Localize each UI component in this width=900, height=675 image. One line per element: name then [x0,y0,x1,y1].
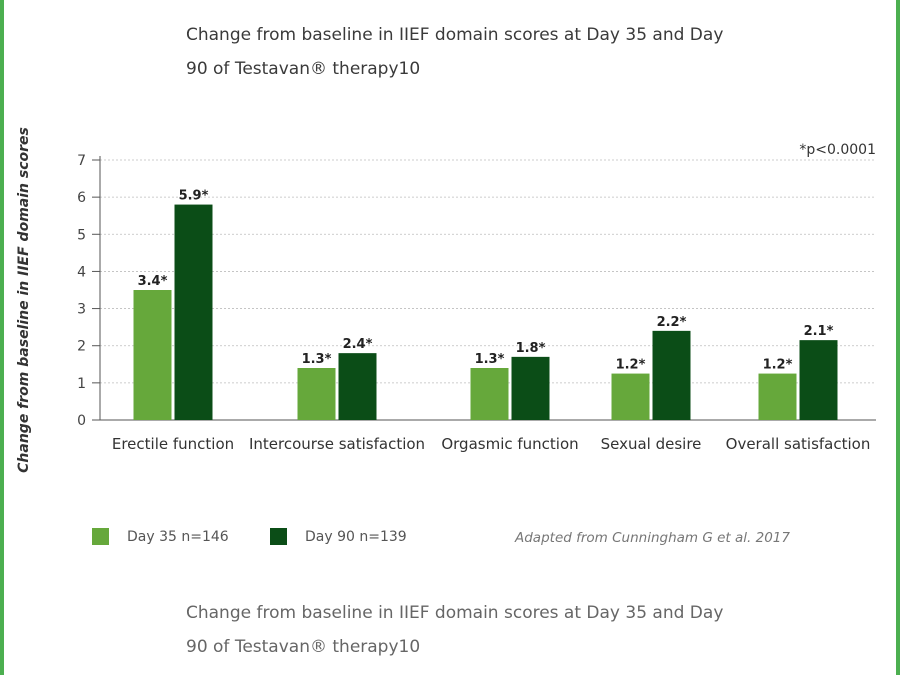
data-label: 2.4* [343,337,373,352]
data-label: 3.4* [138,274,168,289]
x-category-label: Overall satisfaction [726,435,871,453]
legend-item-day35: Day 35 n=146 [92,528,229,545]
x-category-label: Erectile function [112,435,234,453]
bar-day90 [799,340,838,420]
chart-title: Change from baseline in IIEF domain scor… [186,18,746,86]
bar-day90 [174,204,213,420]
bar-day35 [297,368,336,420]
bar-day90 [652,330,691,420]
y-tick-label: 7 [77,153,86,169]
data-label: 1.3* [475,352,505,367]
x-category-label: Orgasmic function [441,435,578,453]
legend-swatch-day35 [92,528,109,545]
significance-note: *p<0.0001 [799,142,876,158]
data-label: 1.3* [302,352,332,367]
bar-day90 [338,353,377,420]
data-label: 1.2* [763,358,793,373]
legend-item-day90: Day 90 n=139 [270,528,407,545]
frame-right-border [896,0,900,675]
bar-day35 [758,373,797,420]
source-note: Adapted from Cunningham G et al. 2017 [515,530,790,546]
data-label: 2.1* [804,324,834,339]
bar-day35 [133,290,172,420]
legend-label-day35: Day 35 n=146 [127,528,229,545]
y-tick-label: 3 [77,302,86,318]
y-tick-label: 0 [77,413,86,429]
title-line-2: 90 of Testavan® therapy10 [186,59,421,79]
caption-line-1: Change from baseline in IIEF domain scor… [186,603,724,623]
x-category-label: Intercourse satisfaction [249,435,425,453]
y-tick-label: 6 [77,190,86,206]
y-tick-label: 1 [77,376,86,392]
data-label: 2.2* [657,315,687,330]
y-tick-label: 2 [77,339,86,355]
x-category-label: Sexual desire [601,435,702,453]
data-label: 5.9* [179,189,209,204]
figure-caption: Change from baseline in IIEF domain scor… [186,596,746,664]
y-axis-label: Change from baseline in IIEF domain scor… [16,127,32,473]
bar-day35 [470,368,509,420]
frame-left-border [0,0,4,675]
y-tick-label: 4 [77,264,86,280]
data-label: 1.2* [616,358,646,373]
caption-line-2: 90 of Testavan® therapy10 [186,637,421,657]
legend-label-day90: Day 90 n=139 [305,528,407,545]
y-tick-label: 5 [77,227,86,243]
bar-day90 [511,356,550,420]
legend-swatch-day90 [270,528,287,545]
data-label: 1.8* [516,341,546,356]
bar-day35 [611,373,650,420]
title-line-1: Change from baseline in IIEF domain scor… [186,25,724,45]
